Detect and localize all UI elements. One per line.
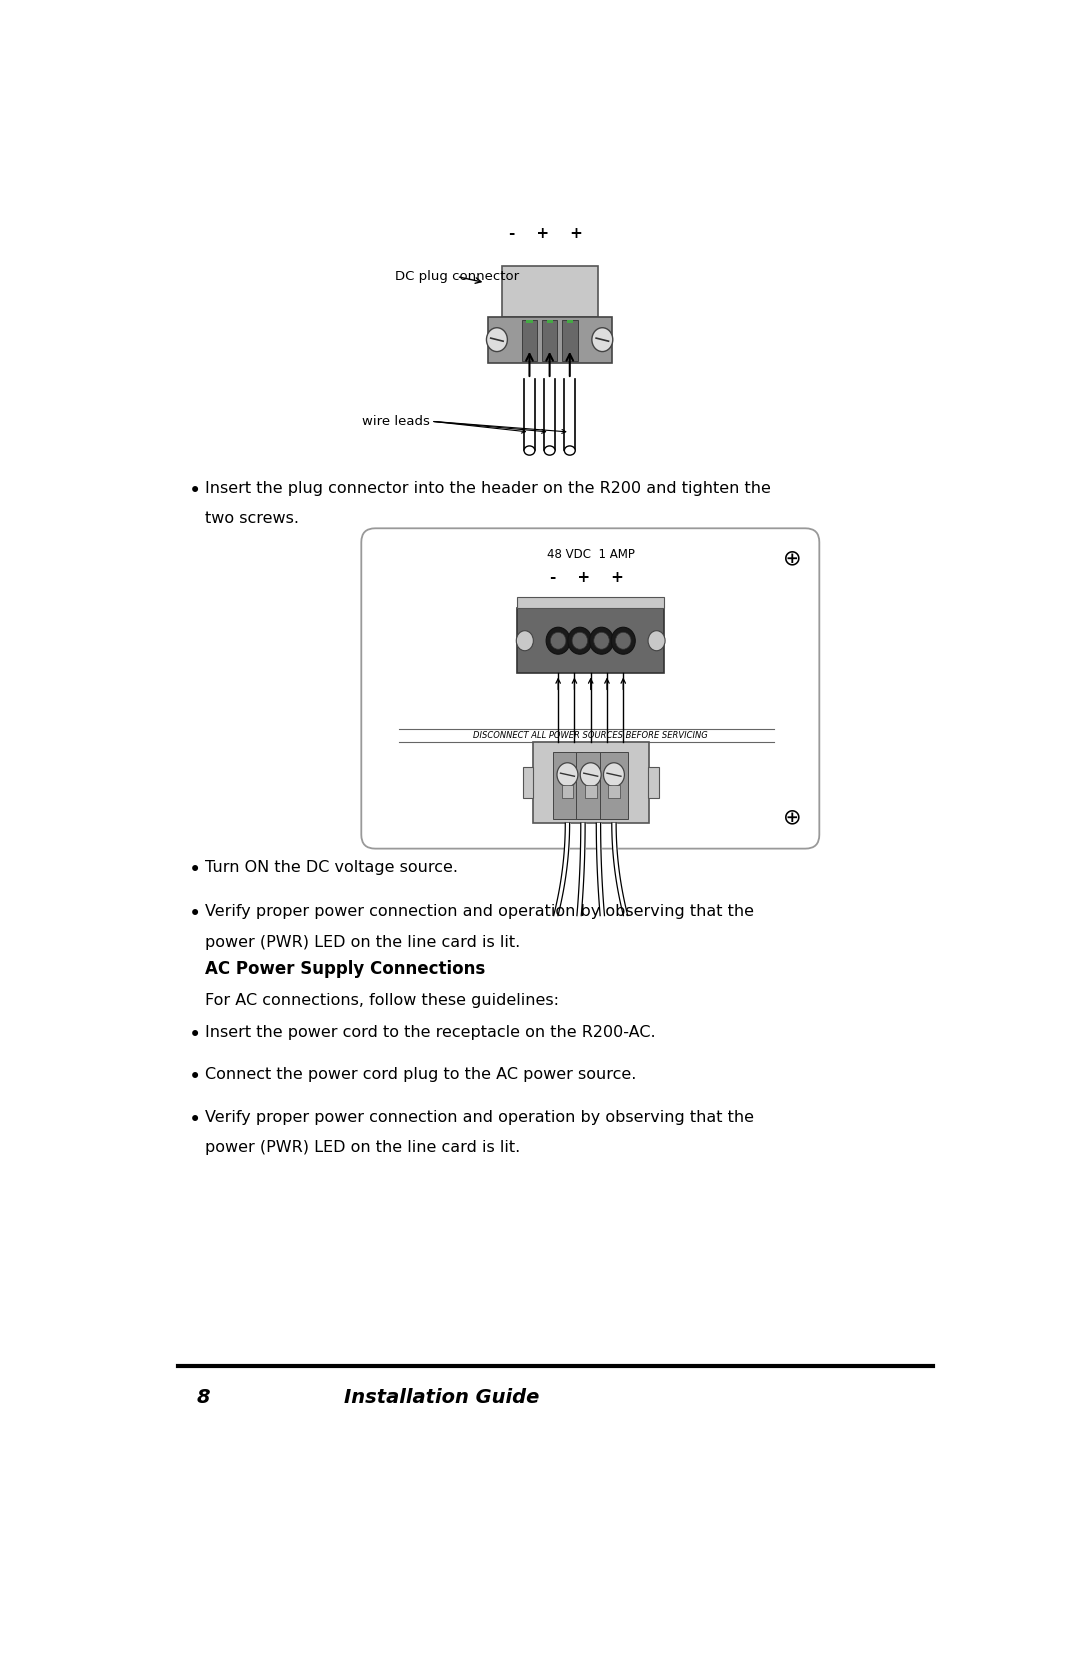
Text: DISCONNECT ALL POWER SOURCES BEFORE SERVICING: DISCONNECT ALL POWER SOURCES BEFORE SERV… <box>473 731 708 739</box>
Text: DC plug connector: DC plug connector <box>394 270 518 284</box>
FancyBboxPatch shape <box>553 751 582 819</box>
FancyBboxPatch shape <box>532 743 649 823</box>
Ellipse shape <box>611 628 635 654</box>
FancyBboxPatch shape <box>526 320 532 322</box>
Ellipse shape <box>604 763 624 786</box>
Text: •: • <box>189 1066 202 1087</box>
Text: 48 VDC  1 AMP: 48 VDC 1 AMP <box>546 549 635 561</box>
Text: Insert the power cord to the receptacle on the R200-AC.: Insert the power cord to the receptacle … <box>205 1025 656 1040</box>
Text: wire leads: wire leads <box>362 416 430 427</box>
Text: •: • <box>189 1110 202 1130</box>
FancyBboxPatch shape <box>577 751 605 819</box>
Ellipse shape <box>590 628 613 654</box>
Text: Insert the plug connector into the header on the R200 and tighten the: Insert the plug connector into the heade… <box>205 481 771 496</box>
Ellipse shape <box>551 633 566 649</box>
Text: Turn ON the DC voltage source.: Turn ON the DC voltage source. <box>205 860 458 875</box>
Ellipse shape <box>544 446 555 456</box>
Ellipse shape <box>616 633 631 649</box>
Text: For AC connections, follow these guidelines:: For AC connections, follow these guideli… <box>205 993 558 1008</box>
Text: ⊕: ⊕ <box>783 549 801 569</box>
FancyBboxPatch shape <box>362 529 820 848</box>
Ellipse shape <box>486 327 508 352</box>
FancyBboxPatch shape <box>599 751 629 819</box>
Ellipse shape <box>516 631 534 651</box>
Text: two screws.: two screws. <box>205 511 299 526</box>
Text: •: • <box>189 860 202 880</box>
FancyBboxPatch shape <box>565 379 575 449</box>
Text: AC Power Supply Connections: AC Power Supply Connections <box>205 960 485 978</box>
Text: •: • <box>189 1025 202 1045</box>
Ellipse shape <box>557 763 578 786</box>
Ellipse shape <box>580 763 602 786</box>
Text: power (PWR) LED on the line card is lit.: power (PWR) LED on the line card is lit. <box>205 1140 519 1155</box>
Ellipse shape <box>648 631 665 651</box>
Text: Installation Guide: Installation Guide <box>345 1387 540 1407</box>
FancyBboxPatch shape <box>648 768 659 798</box>
Text: ⊕: ⊕ <box>783 808 801 828</box>
Text: •: • <box>189 905 202 925</box>
FancyBboxPatch shape <box>517 598 664 608</box>
FancyBboxPatch shape <box>522 320 537 361</box>
FancyBboxPatch shape <box>542 320 557 361</box>
Ellipse shape <box>592 327 612 352</box>
FancyBboxPatch shape <box>501 267 597 317</box>
Text: •: • <box>189 481 202 501</box>
Ellipse shape <box>565 446 576 456</box>
FancyBboxPatch shape <box>585 786 596 798</box>
FancyBboxPatch shape <box>523 768 534 798</box>
FancyBboxPatch shape <box>562 786 573 798</box>
Ellipse shape <box>572 633 588 649</box>
Text: Connect the power cord plug to the AC power source.: Connect the power cord plug to the AC po… <box>205 1066 636 1082</box>
Text: Verify proper power connection and operation by observing that the: Verify proper power connection and opera… <box>205 905 754 920</box>
Ellipse shape <box>568 628 592 654</box>
Ellipse shape <box>594 633 609 649</box>
Text: 8: 8 <box>197 1387 211 1407</box>
Ellipse shape <box>524 446 535 456</box>
Text: power (PWR) LED on the line card is lit.: power (PWR) LED on the line card is lit. <box>205 935 519 950</box>
Text: -    +    +: - + + <box>509 227 583 242</box>
FancyBboxPatch shape <box>562 320 578 361</box>
Ellipse shape <box>546 628 570 654</box>
FancyBboxPatch shape <box>608 786 620 798</box>
Text: -    +    +: - + + <box>550 569 624 584</box>
FancyBboxPatch shape <box>517 608 664 673</box>
FancyBboxPatch shape <box>525 379 535 449</box>
Text: Verify proper power connection and operation by observing that the: Verify proper power connection and opera… <box>205 1110 754 1125</box>
FancyBboxPatch shape <box>567 320 572 322</box>
FancyBboxPatch shape <box>488 317 611 362</box>
FancyBboxPatch shape <box>546 320 553 322</box>
FancyBboxPatch shape <box>544 379 555 449</box>
